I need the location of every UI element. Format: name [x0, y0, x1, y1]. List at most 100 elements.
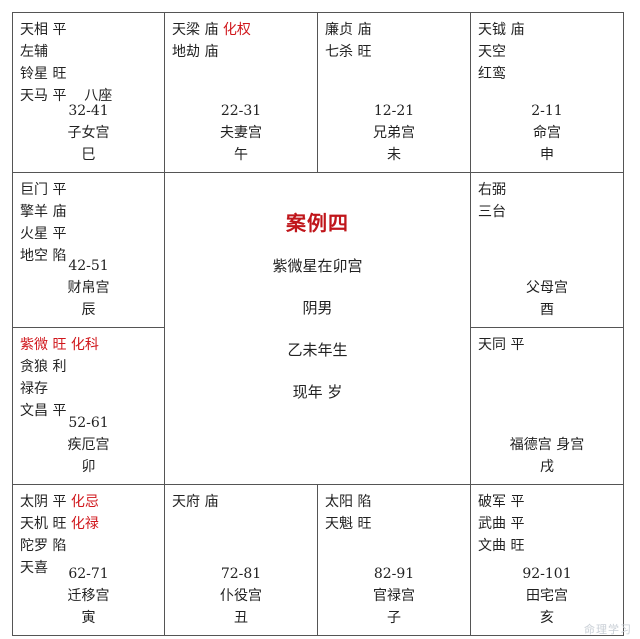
- palace-footer: 22-31 夫妻宫午: [165, 100, 317, 166]
- star-text: 化禄: [70, 516, 99, 532]
- palace-age-range: 2-11: [531, 103, 563, 119]
- palace-name: 仆役宫: [220, 588, 262, 604]
- star-line: 贪狼 利: [20, 356, 99, 378]
- star-text: 八座: [66, 88, 113, 104]
- star-text: 紫微 旺 化科: [20, 337, 99, 353]
- palace-chen: 巨门 平擎羊 庙火星 平地空 陷 42-51 财帛宫辰: [12, 173, 165, 328]
- palace-branch: 寅: [81, 610, 96, 626]
- star-line: 廉贞 庙: [325, 19, 371, 41]
- star-text: 天机 旺: [20, 516, 71, 532]
- star-text: 火星 平: [20, 226, 67, 242]
- star-list: 右弼 三台: [478, 179, 506, 223]
- star-line: 太阴 平 化忌: [20, 491, 99, 513]
- palace-branch: 卯: [81, 459, 96, 475]
- palace-name: 田宅宫: [526, 588, 568, 604]
- palace-branch: 亥: [540, 610, 554, 626]
- star-line: 天机 旺 化禄: [20, 513, 99, 535]
- star-text: 廉贞 庙: [325, 22, 372, 38]
- star-list: 破军 平武曲 平文曲 旺: [478, 491, 524, 557]
- palace-branch: 未: [387, 147, 401, 163]
- palace-age-range: 72-81: [220, 566, 262, 582]
- star-line: 天府 庙: [172, 491, 218, 513]
- star-list: 巨门 平擎羊 庙火星 平地空 陷: [20, 179, 66, 267]
- star-list: 太阴 平 化忌 天机 旺 化禄 陀罗 陷天喜: [20, 491, 99, 579]
- star-line: 天空: [478, 41, 524, 63]
- palace-si: 天相 平左辅铃星 旺天马 平 八座 32-41 子女宫巳: [12, 12, 165, 173]
- star-text: 地劫 庙: [172, 44, 219, 60]
- star-list: 天府 庙: [172, 491, 218, 513]
- star-line: 武曲 平: [478, 513, 524, 535]
- watermark-text: 命理学习: [584, 623, 632, 636]
- palace-wu: 天梁 庙 化权 地劫 庙 22-31 夫妻宫午: [165, 12, 318, 173]
- info-line-birth-year: 乙未年生: [287, 341, 348, 359]
- palace-footer: 42-51 财帛宫辰: [13, 255, 164, 321]
- palace-footer: 72-81 仆役宫丑: [165, 563, 317, 629]
- star-text: 擎羊 庙: [20, 204, 67, 220]
- palace-xu: 天同 平 福德宫 身宫戌: [471, 328, 624, 485]
- star-list: 天同 平: [478, 334, 524, 356]
- star-line: 天相 平: [20, 19, 112, 41]
- star-text: 巨门 平: [20, 182, 67, 198]
- star-line: 文昌 平: [20, 400, 99, 422]
- star-text: 太阳 陷: [325, 494, 372, 510]
- star-list: 天相 平左辅铃星 旺天马 平 八座: [20, 19, 112, 107]
- star-text: 贪狼 利: [20, 359, 67, 375]
- star-text: 天梁 庙: [172, 22, 223, 38]
- palace-branch: 申: [540, 147, 554, 163]
- star-line: 三台: [478, 201, 506, 223]
- star-line: 天钺 庙: [478, 19, 524, 41]
- star-line: 地劫 庙: [172, 41, 251, 63]
- star-text: 文昌 平: [20, 403, 67, 419]
- palace-name: 官禄宫: [373, 588, 415, 604]
- palace-age-range: [471, 412, 623, 434]
- star-line: 文曲 旺: [478, 535, 524, 557]
- star-text: 化忌: [70, 494, 99, 510]
- chart-info: 紫微星在卯宫 阴男 乙未年生 现年 岁: [165, 256, 470, 402]
- palace-footer: 62-71 迁移宫寅: [13, 563, 164, 629]
- star-text: 右弼: [478, 182, 506, 198]
- star-line: 右弼: [478, 179, 506, 201]
- star-text: 化权: [222, 22, 251, 38]
- palace-hai: 破军 平武曲 平文曲 旺 92-101 田宅宫亥: [471, 485, 624, 636]
- star-line: 天喜: [20, 557, 99, 579]
- star-list: 天钺 庙天空 红鸾: [478, 19, 524, 85]
- palace-footer: 2-11 命宫申: [471, 100, 623, 166]
- palace-name: 命宫: [533, 125, 561, 141]
- star-line: 红鸾: [478, 63, 524, 85]
- star-line: 七杀 旺: [325, 41, 371, 63]
- chart-title: 案例四: [286, 211, 349, 235]
- star-line: 火星 平: [20, 223, 66, 245]
- palace-age-range: 32-41: [68, 103, 109, 119]
- star-text: 三台: [478, 204, 506, 220]
- star-text: 天魁 旺: [325, 516, 372, 532]
- star-text: 天空: [478, 44, 506, 60]
- info-line-age: 现年 岁: [292, 383, 343, 401]
- star-text: 左辅: [20, 44, 48, 60]
- palace-name: 福德宫 身宫: [509, 437, 585, 453]
- star-text: 陀罗 陷: [20, 538, 67, 554]
- palace-branch: 戌: [540, 459, 554, 475]
- palace-name: 兄弟宫: [373, 125, 415, 141]
- palace-chou: 天府 庙 72-81 仆役宫丑: [165, 485, 318, 636]
- star-text: 武曲 平: [478, 516, 525, 532]
- palace-age-range: 92-101: [522, 566, 572, 582]
- star-text: 天钺 庙: [478, 22, 525, 38]
- star-line: 巨门 平: [20, 179, 66, 201]
- star-text: 地空 陷: [20, 248, 67, 264]
- palace-yin: 太阴 平 化忌 天机 旺 化禄 陀罗 陷天喜 62-71 迁移宫寅: [12, 485, 165, 636]
- palace-name: 子女宫: [67, 125, 110, 141]
- palace-age-range: 52-61: [68, 415, 109, 431]
- palace-mao: 紫微 旺 化科 贪狼 利禄存 文昌 平 52-61 疾厄宫卯: [12, 328, 165, 485]
- star-line: 左辅: [20, 41, 112, 63]
- star-text: 太阴 平: [20, 494, 71, 510]
- palace-age-range: 12-21: [373, 103, 415, 119]
- palace-branch: 子: [387, 610, 401, 626]
- star-text: 破军 平: [478, 494, 525, 510]
- star-list: 廉贞 庙七杀 旺: [325, 19, 371, 63]
- star-line: 天马 平 八座: [20, 85, 112, 107]
- palace-age-range: 62-71: [68, 566, 109, 582]
- star-line: 铃星 旺: [20, 63, 112, 85]
- palace-branch: 午: [234, 147, 248, 163]
- palace-branch: 巳: [81, 147, 96, 163]
- star-text: 天府 庙: [172, 494, 219, 510]
